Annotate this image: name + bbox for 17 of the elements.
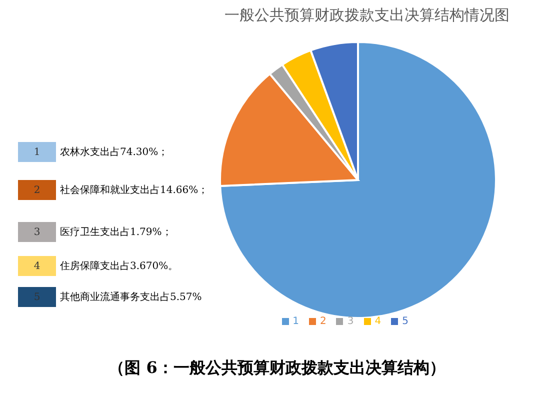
legend-label: 1 (292, 316, 299, 327)
text: 其他商业流通事务支出占5.57% (60, 290, 202, 304)
numbered-box: 1 (18, 142, 56, 162)
text: 医疗卫生支出占1.79%； (60, 226, 172, 239)
text: 住房保障支出占3.670%。 (60, 260, 178, 273)
text: 社会保障和就业支出占14.66%； (60, 184, 208, 197)
legend-label: 2 (320, 316, 326, 327)
text: 农林水支出占74.30%； (60, 146, 168, 159)
numbered-box: 4 (18, 256, 56, 276)
text: （图 6：一般公共预算财政拨款支出决算结构） (108, 358, 446, 379)
chart-title: 一般公共预算财政拨款支出决算结构情况图 (224, 6, 510, 25)
legend-label: 5 (402, 316, 408, 327)
numbered-box: 2 (18, 180, 56, 200)
legend-label: 3 (347, 316, 354, 327)
numbered-box: 5 (18, 287, 56, 307)
numbered-box: 3 (18, 222, 56, 242)
legend-label: 4 (374, 316, 382, 327)
